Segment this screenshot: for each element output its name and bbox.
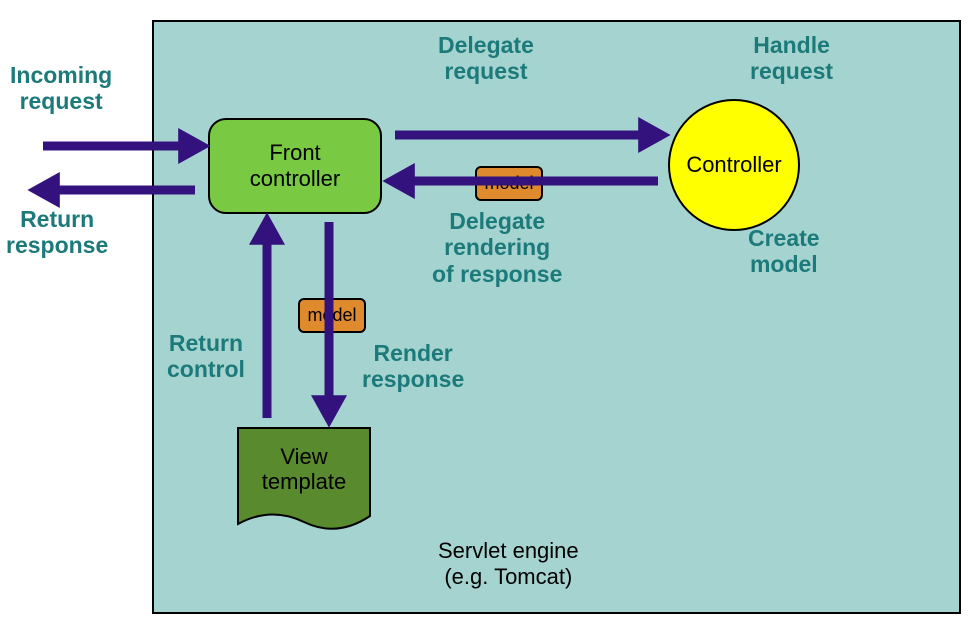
delegate-request-label: Delegate request [438,32,534,85]
return-response-label: Return response [6,206,108,259]
controller-node: Controller [668,99,800,231]
return-control-label: Return control [167,330,245,383]
model-badge-top-text: model [484,173,533,194]
view-template-label: View template [238,444,370,495]
controller-label: Controller [686,152,781,178]
model-badge-bottom-text: model [307,305,356,326]
front-controller-node: Front controller [208,118,382,214]
create-model-label: Create model [748,225,820,278]
render-response-label: Render response [362,340,464,393]
incoming-request-label: Incoming request [10,62,112,115]
model-badge-top: model [475,166,543,201]
model-badge-bottom: model [298,298,366,333]
engine-caption: Servlet engine (e.g. Tomcat) [438,538,579,591]
handle-request-label: Handle request [750,32,833,85]
diagram-canvas: Front controller Controller View templat… [0,0,975,625]
front-controller-label: Front controller [250,140,340,193]
delegate-rendering-label: Delegate rendering of response [432,208,562,287]
